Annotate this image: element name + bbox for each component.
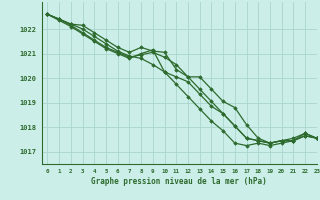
X-axis label: Graphe pression niveau de la mer (hPa): Graphe pression niveau de la mer (hPa): [91, 177, 267, 186]
